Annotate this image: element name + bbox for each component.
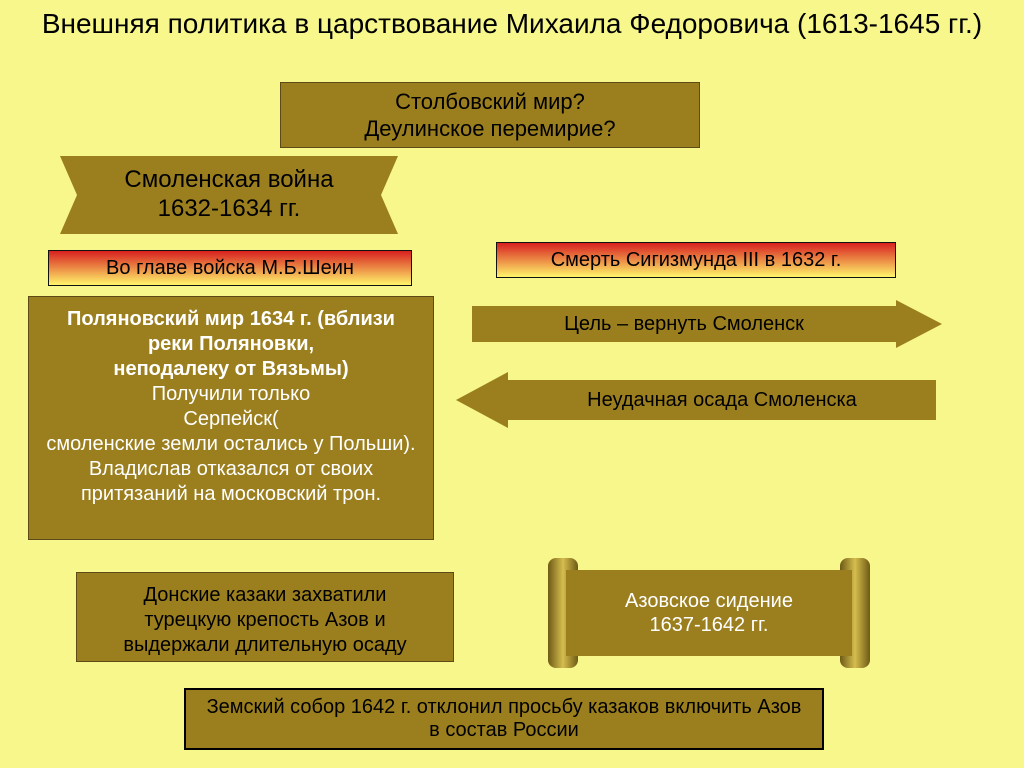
goal-arrow-body: Цель – вернуть Смоленск xyxy=(472,306,896,342)
azov-line2: 1637-1642 гг. xyxy=(650,614,769,636)
polyanov-line6: Владислав отказался от своих притязаний … xyxy=(43,457,419,507)
goal-arrow-head xyxy=(896,300,942,348)
banner-line2: 1632-1634 гг. xyxy=(158,195,301,222)
siege-arrow-body: Неудачная осада Смоленска xyxy=(508,380,936,420)
polyanov-line3: Получили только xyxy=(43,382,419,407)
goal-arrow-text: Цель – вернуть Смоленск xyxy=(564,313,804,336)
top-question-line1: Столбовский мир? xyxy=(395,89,585,114)
smolensk-war-banner: Смоленская война 1632-1634 гг. xyxy=(60,156,398,234)
slide-title: Внешняя политика в царствование Михаила … xyxy=(0,8,1024,40)
polyanov-box: Поляновский мир 1634 г. (вблизи реки Пол… xyxy=(28,296,434,540)
banner-notch-left xyxy=(60,156,94,234)
scroll-body: Азовское сидение 1637-1642 гг. xyxy=(566,570,852,656)
top-question-box: Столбовский мир? Деулинское перемирие? xyxy=(280,82,700,148)
polyanov-bold2: неподалеку от Вязьмы) xyxy=(43,357,419,382)
zemsky-box: Земский собор 1642 г. отклонил просьбу к… xyxy=(184,688,824,750)
zemsky-text: Земский собор 1642 г. отклонил просьбу к… xyxy=(200,696,808,742)
shein-text: Во главе войска М.Б.Шеин xyxy=(106,257,354,280)
shein-box: Во главе войска М.Б.Шеин xyxy=(48,250,412,286)
azov-line1: Азовское сидение xyxy=(625,590,793,612)
sigismund-box: Смерть Сигизмунда III в 1632 г. xyxy=(496,242,896,278)
siege-arrow-head xyxy=(456,372,508,428)
cossacks-line3: выдержали длительную осаду xyxy=(91,633,439,658)
cossacks-box: Донские казаки захватили турецкую крепос… xyxy=(76,572,454,662)
azov-scroll: Азовское сидение 1637-1642 гг. xyxy=(542,558,876,668)
banner-body: Смоленская война 1632-1634 гг. xyxy=(90,156,368,234)
banner-notch-right xyxy=(364,156,398,234)
siege-arrow-text: Неудачная осада Смоленска xyxy=(587,389,857,412)
top-question-line2: Деулинское перемирие? xyxy=(364,116,615,141)
cossacks-line1: Донские казаки захватили xyxy=(91,583,439,608)
goal-arrow: Цель – вернуть Смоленск xyxy=(472,300,942,348)
polyanov-line5: смоленские земли остались у Польши). xyxy=(43,432,419,457)
siege-arrow: Неудачная осада Смоленска xyxy=(456,372,936,428)
cossacks-line2: турецкую крепость Азов и xyxy=(91,608,439,633)
polyanov-bold1: Поляновский мир 1634 г. (вблизи реки Пол… xyxy=(43,307,419,357)
polyanov-line4: Серпейск( xyxy=(43,407,419,432)
sigismund-text: Смерть Сигизмунда III в 1632 г. xyxy=(551,249,842,272)
banner-line1: Смоленская война xyxy=(124,166,333,193)
